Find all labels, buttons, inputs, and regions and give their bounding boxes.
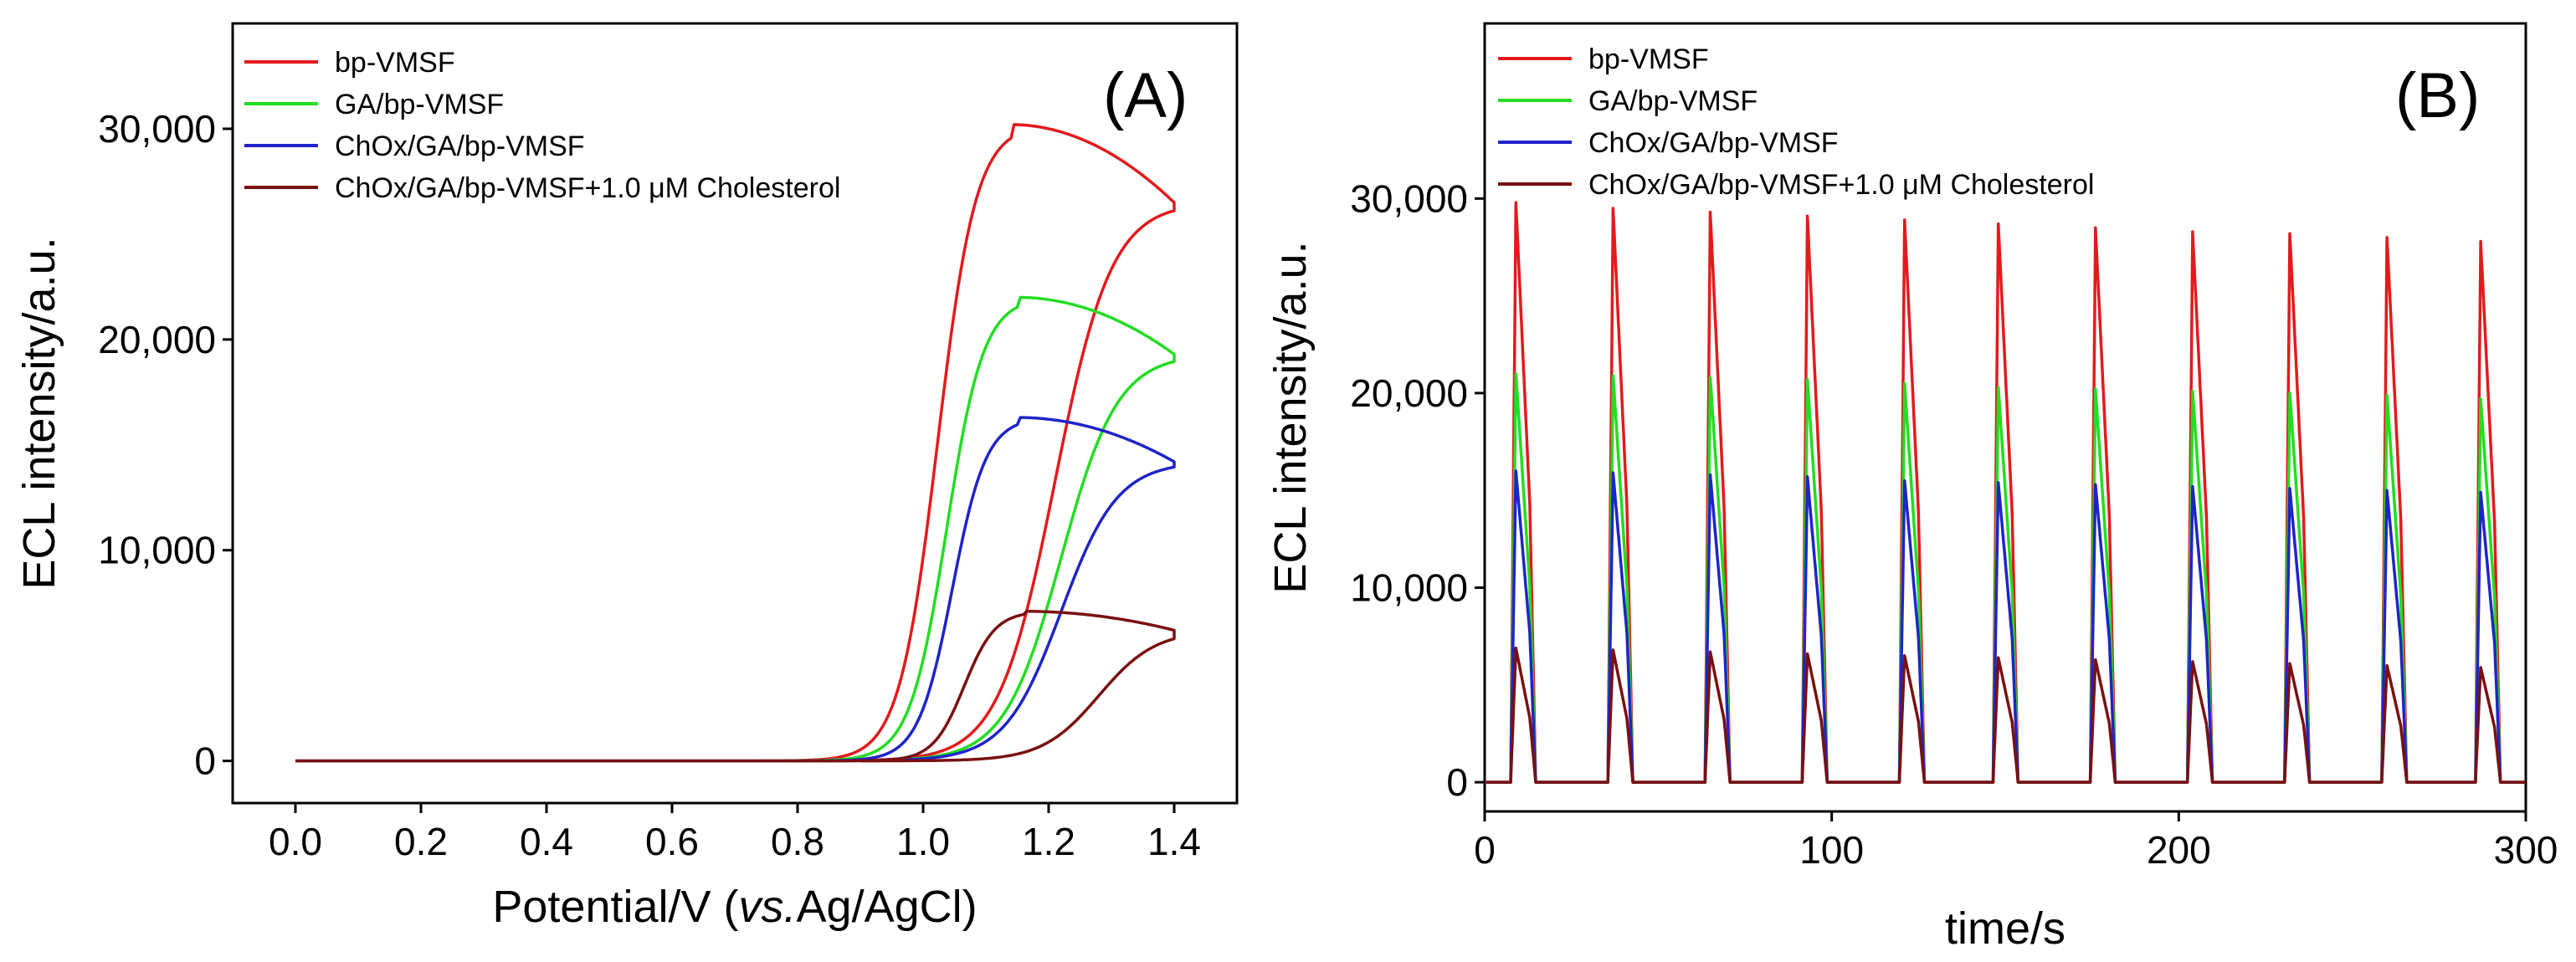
panel-a-x-title-main: Potential/V (	[492, 882, 738, 932]
panel-a-ticks: 0.0 0.2 0.4 0.6 0.8 1.0 1.2 1.4 0 10,000 20,000 30,…	[98, 107, 1201, 863]
series-chox-ga-bp-vmsf-1-0-m-cholesterol	[1483, 646, 2527, 784]
panel-1-y-tick-label: 0	[1446, 760, 1468, 804]
panel-0-y-tick-label: 10,000	[98, 529, 216, 572]
panel-b-y-axis-title: ECL intensity/a.u.	[1265, 241, 1316, 593]
panel-b-chart: 0 100 200 300 0 10,000 20,000 30,000 (B) bp-VMS…	[1265, 22, 2558, 954]
panel-0-x-tick-label: 0.6	[645, 820, 699, 863]
panel-0-x-tick-label: 0.0	[269, 820, 322, 863]
panel-a-x-axis-title: Potential/V (vs.Ag/AgCl)	[492, 882, 977, 932]
series-ga-bp-vmsf	[1483, 371, 2527, 784]
panel-b-label: (B)	[2395, 60, 2480, 131]
series-chox-ga-bp-vmsf-1-0-m-cholesterol	[295, 610, 1176, 763]
panel-a-label: (A)	[1103, 60, 1188, 131]
panel-b-legend: bp-VMSF GA/bp-VMSF ChOx/GA/bp-VMSF ChOx/GA/…	[1498, 43, 2094, 201]
panel-0-x-tick-label: 0.8	[771, 820, 824, 863]
panel-0-x-tick-label: 1.2	[1022, 820, 1075, 863]
panel-0-x-tick-label: 0.2	[394, 820, 448, 863]
legend-label-chox-ga-bp-vmsf: ChOx/GA/bp-VMSF	[335, 130, 585, 162]
panel-1-y-tick-label: 10,000	[1350, 566, 1468, 610]
panel-1-x-tick-label: 300	[2494, 828, 2558, 872]
panel-1-x-tick-label: 200	[2147, 828, 2211, 872]
panel-1-x-tick-label: 0	[1474, 828, 1496, 872]
legend-label-bp-vmsf: bp-VMSF	[335, 47, 455, 79]
panel-a-series-group	[295, 123, 1176, 763]
legend-label-ga-bp-vmsf: GA/bp-VMSF	[335, 89, 504, 120]
panel-1-y-tick-label: 30,000	[1350, 177, 1468, 220]
panel-0-x-tick-label: 1.4	[1147, 820, 1201, 863]
series-chox-ga-bp-vmsf	[1483, 469, 2527, 784]
panel-0-y-tick-label: 30,000	[98, 107, 216, 151]
panel-a-frame	[231, 22, 1239, 805]
panel-a-chart: 0.0 0.2 0.4 0.6 0.8 1.0 1.2 1.4 0 10,000 20,000 30,…	[14, 22, 1239, 932]
panel-b-series-group	[1483, 201, 2527, 784]
legend-label-ga-bp-vmsf: GA/bp-VMSF	[1588, 85, 1758, 117]
legend-label-bp-vmsf: bp-VMSF	[1588, 43, 1709, 75]
series-bp-vmsf	[295, 123, 1176, 763]
panel-a-x-title-rest: Ag/AgCl)	[797, 882, 978, 932]
panel-b-frame	[1483, 22, 2527, 813]
panel-b-ticks: 0 100 200 300 0 10,000 20,000 30,000	[1350, 177, 2558, 872]
panel-0-y-tick-label: 0	[194, 739, 216, 783]
panel-a-legend: bp-VMSF GA/bp-VMSF ChOx/GA/bp-VMSF ChOx/GA/…	[244, 47, 840, 204]
series-ga-bp-vmsf	[295, 295, 1176, 763]
panel-1-y-tick-label: 20,000	[1350, 371, 1468, 415]
panel-0-y-tick-label: 20,000	[98, 318, 216, 361]
panel-0-x-tick-label: 1.0	[896, 820, 950, 863]
legend-label-chox-ga-bp-vmsf-1-0-m-cholesterol: ChOx/GA/bp-VMSF+1.0 μM Cholesterol	[335, 172, 840, 204]
panel-a-x-title-italic: vs.	[739, 882, 797, 932]
series-chox-ga-bp-vmsf	[295, 416, 1176, 763]
panel-1-x-tick-label: 100	[1799, 828, 1864, 872]
panel-0-x-tick-label: 0.4	[520, 820, 573, 863]
legend-label-chox-ga-bp-vmsf-1-0-m-cholesterol: ChOx/GA/bp-VMSF+1.0 μM Cholesterol	[1588, 169, 2094, 201]
panel-b-x-axis-title: time/s	[1945, 903, 2065, 954]
legend-label-chox-ga-bp-vmsf: ChOx/GA/bp-VMSF	[1588, 127, 1839, 159]
panel-a-y-axis-title: ECL intensity/a.u.	[14, 237, 64, 589]
